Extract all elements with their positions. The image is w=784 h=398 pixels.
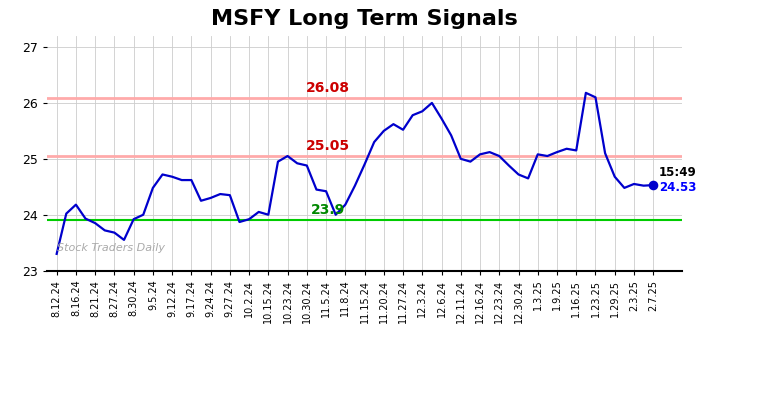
Text: 23.9: 23.9 — [310, 203, 345, 217]
Point — [647, 182, 659, 188]
Text: 25.05: 25.05 — [306, 139, 350, 153]
Title: MSFY Long Term Signals: MSFY Long Term Signals — [211, 9, 518, 29]
Text: Stock Traders Daily: Stock Traders Daily — [57, 243, 165, 253]
Text: 26.08: 26.08 — [306, 81, 350, 95]
Text: 24.53: 24.53 — [659, 181, 696, 194]
Text: 15:49: 15:49 — [659, 166, 697, 179]
